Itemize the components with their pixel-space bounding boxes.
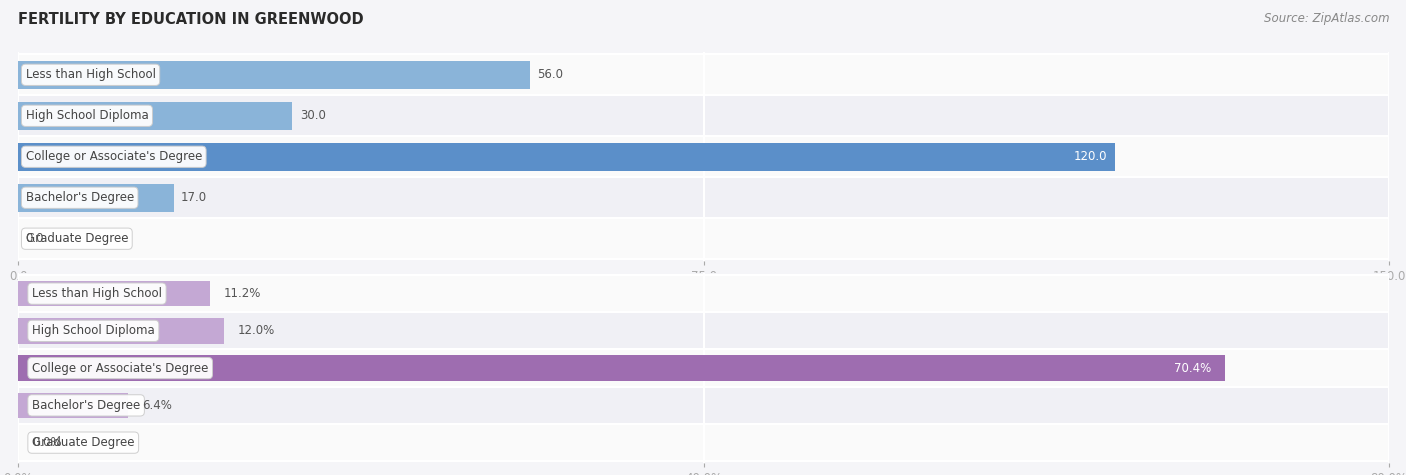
Bar — [18, 281, 211, 306]
Bar — [18, 61, 530, 89]
Text: Less than High School: Less than High School — [32, 287, 162, 300]
Text: 70.4%: 70.4% — [1174, 361, 1211, 375]
Text: Bachelor's Degree: Bachelor's Degree — [32, 399, 141, 412]
Text: College or Associate's Degree: College or Associate's Degree — [32, 361, 208, 375]
Bar — [18, 218, 1389, 259]
Bar — [18, 177, 1389, 218]
Bar — [18, 393, 128, 418]
Bar — [18, 424, 1389, 461]
Text: High School Diploma: High School Diploma — [25, 109, 149, 122]
Text: 30.0: 30.0 — [299, 109, 326, 122]
Text: Graduate Degree: Graduate Degree — [25, 232, 128, 245]
Text: 17.0: 17.0 — [181, 191, 207, 204]
Text: 120.0: 120.0 — [1074, 150, 1108, 163]
Bar — [18, 184, 174, 212]
Bar — [18, 54, 1389, 95]
Text: 12.0%: 12.0% — [238, 324, 274, 337]
Bar — [18, 350, 1389, 387]
Text: Graduate Degree: Graduate Degree — [32, 436, 135, 449]
Text: College or Associate's Degree: College or Associate's Degree — [25, 150, 202, 163]
Bar — [18, 355, 1225, 381]
Text: 11.2%: 11.2% — [224, 287, 262, 300]
Text: 0.0%: 0.0% — [32, 436, 62, 449]
Text: FERTILITY BY EDUCATION IN GREENWOOD: FERTILITY BY EDUCATION IN GREENWOOD — [18, 12, 364, 27]
Text: 56.0: 56.0 — [537, 68, 564, 81]
Text: High School Diploma: High School Diploma — [32, 324, 155, 337]
Bar — [18, 95, 1389, 136]
Bar — [18, 102, 292, 130]
Text: Source: ZipAtlas.com: Source: ZipAtlas.com — [1264, 12, 1389, 25]
Text: Less than High School: Less than High School — [25, 68, 156, 81]
Bar — [18, 275, 1389, 312]
Bar — [18, 136, 1389, 177]
Text: 6.4%: 6.4% — [142, 399, 172, 412]
Bar — [18, 312, 1389, 350]
Text: Bachelor's Degree: Bachelor's Degree — [25, 191, 134, 204]
Bar — [18, 387, 1389, 424]
Bar — [18, 318, 224, 343]
Bar — [18, 143, 1115, 171]
Text: 0.0: 0.0 — [25, 232, 44, 245]
